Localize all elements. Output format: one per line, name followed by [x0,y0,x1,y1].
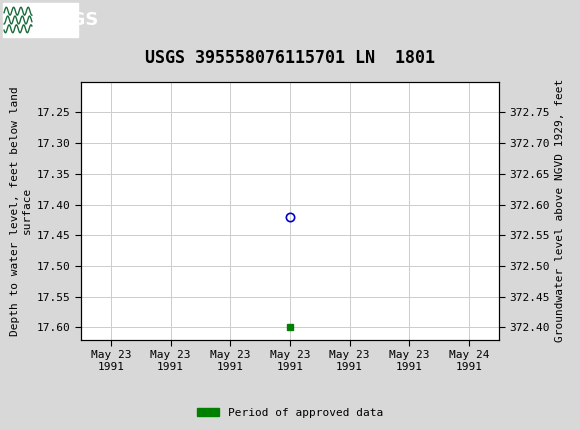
Text: USGS 395558076115701 LN  1801: USGS 395558076115701 LN 1801 [145,49,435,67]
Text: USGS: USGS [44,11,99,29]
Y-axis label: Groundwater level above NGVD 1929, feet: Groundwater level above NGVD 1929, feet [555,79,566,342]
Y-axis label: Depth to water level, feet below land
surface: Depth to water level, feet below land su… [10,86,31,335]
FancyBboxPatch shape [3,3,78,37]
Legend: Period of approved data: Period of approved data [193,403,387,422]
